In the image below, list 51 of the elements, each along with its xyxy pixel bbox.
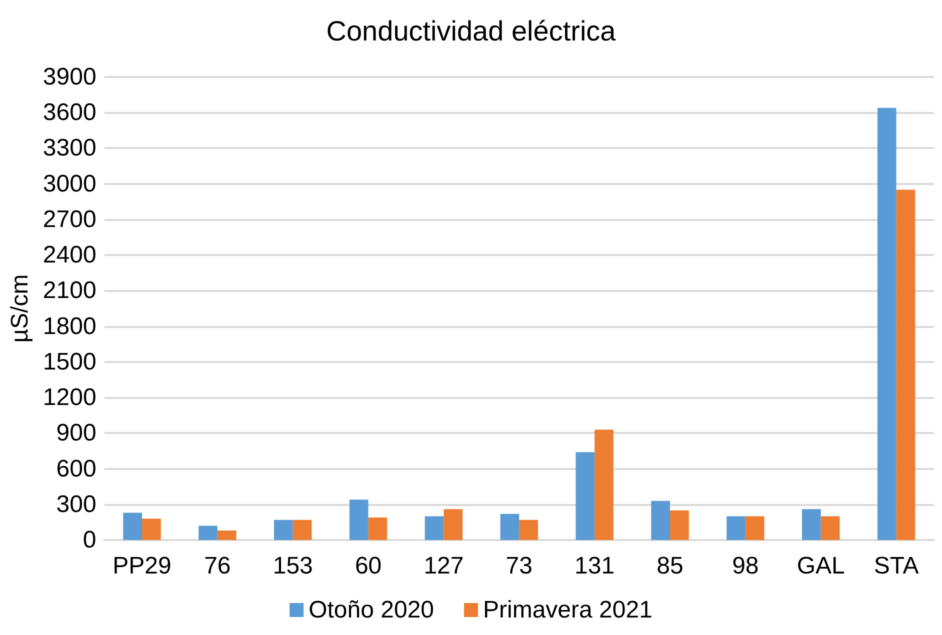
x-tick-label: 127 [424,552,464,580]
bar [444,509,463,540]
legend-label: Otoño 2020 [308,596,434,624]
bar [500,514,520,540]
bar [274,520,293,540]
x-tick-label: 76 [204,552,231,580]
x-tick-label: 85 [656,552,684,580]
bar [142,518,161,540]
y-axis-title: µS/cm [6,274,34,343]
bar [292,520,312,540]
y-tick-label: 900 [56,420,96,447]
bar [651,500,670,540]
x-tick-label: STA [874,552,919,580]
bar [424,516,444,540]
y-tick-label: 3000 [42,170,96,198]
bar [670,510,689,540]
bar [349,500,368,540]
bar [745,516,764,540]
y-tick-label: 3600 [42,99,96,126]
legend-label: Primavera 2021 [483,596,652,624]
bar [217,530,236,540]
x-tick-label: 98 [732,552,759,580]
y-tick-label: 0 [82,526,96,554]
y-tick-label: 2700 [42,206,96,233]
x-tick-label: 73 [506,552,532,580]
bar [896,190,916,540]
x-tick-label: GAL [796,552,845,580]
y-tick-label: 1500 [42,348,96,376]
bar [198,526,218,540]
y-tick-label: 2100 [42,277,96,304]
x-tick-label: PP29 [112,552,172,580]
y-tick-label: 1200 [42,384,96,412]
x-tick-label: 60 [354,552,382,580]
bar [576,452,595,540]
chart-title: Conductividad eléctrica [326,16,616,46]
y-tick-label: 2400 [42,242,96,269]
y-tick-label: 3900 [42,64,96,90]
bar [726,516,746,540]
bar [594,430,614,540]
bar [877,108,896,540]
y-tick-label: 600 [56,455,96,482]
bar [123,512,142,540]
y-tick-label: 3300 [42,134,96,162]
y-tick-label: 300 [56,490,96,518]
x-tick-label: 153 [272,552,313,580]
y-tick-label: 1800 [42,312,96,340]
bar [820,516,840,540]
bar [802,509,821,540]
x-tick-label: 131 [574,552,615,580]
bar [368,517,388,540]
bar [519,520,538,540]
